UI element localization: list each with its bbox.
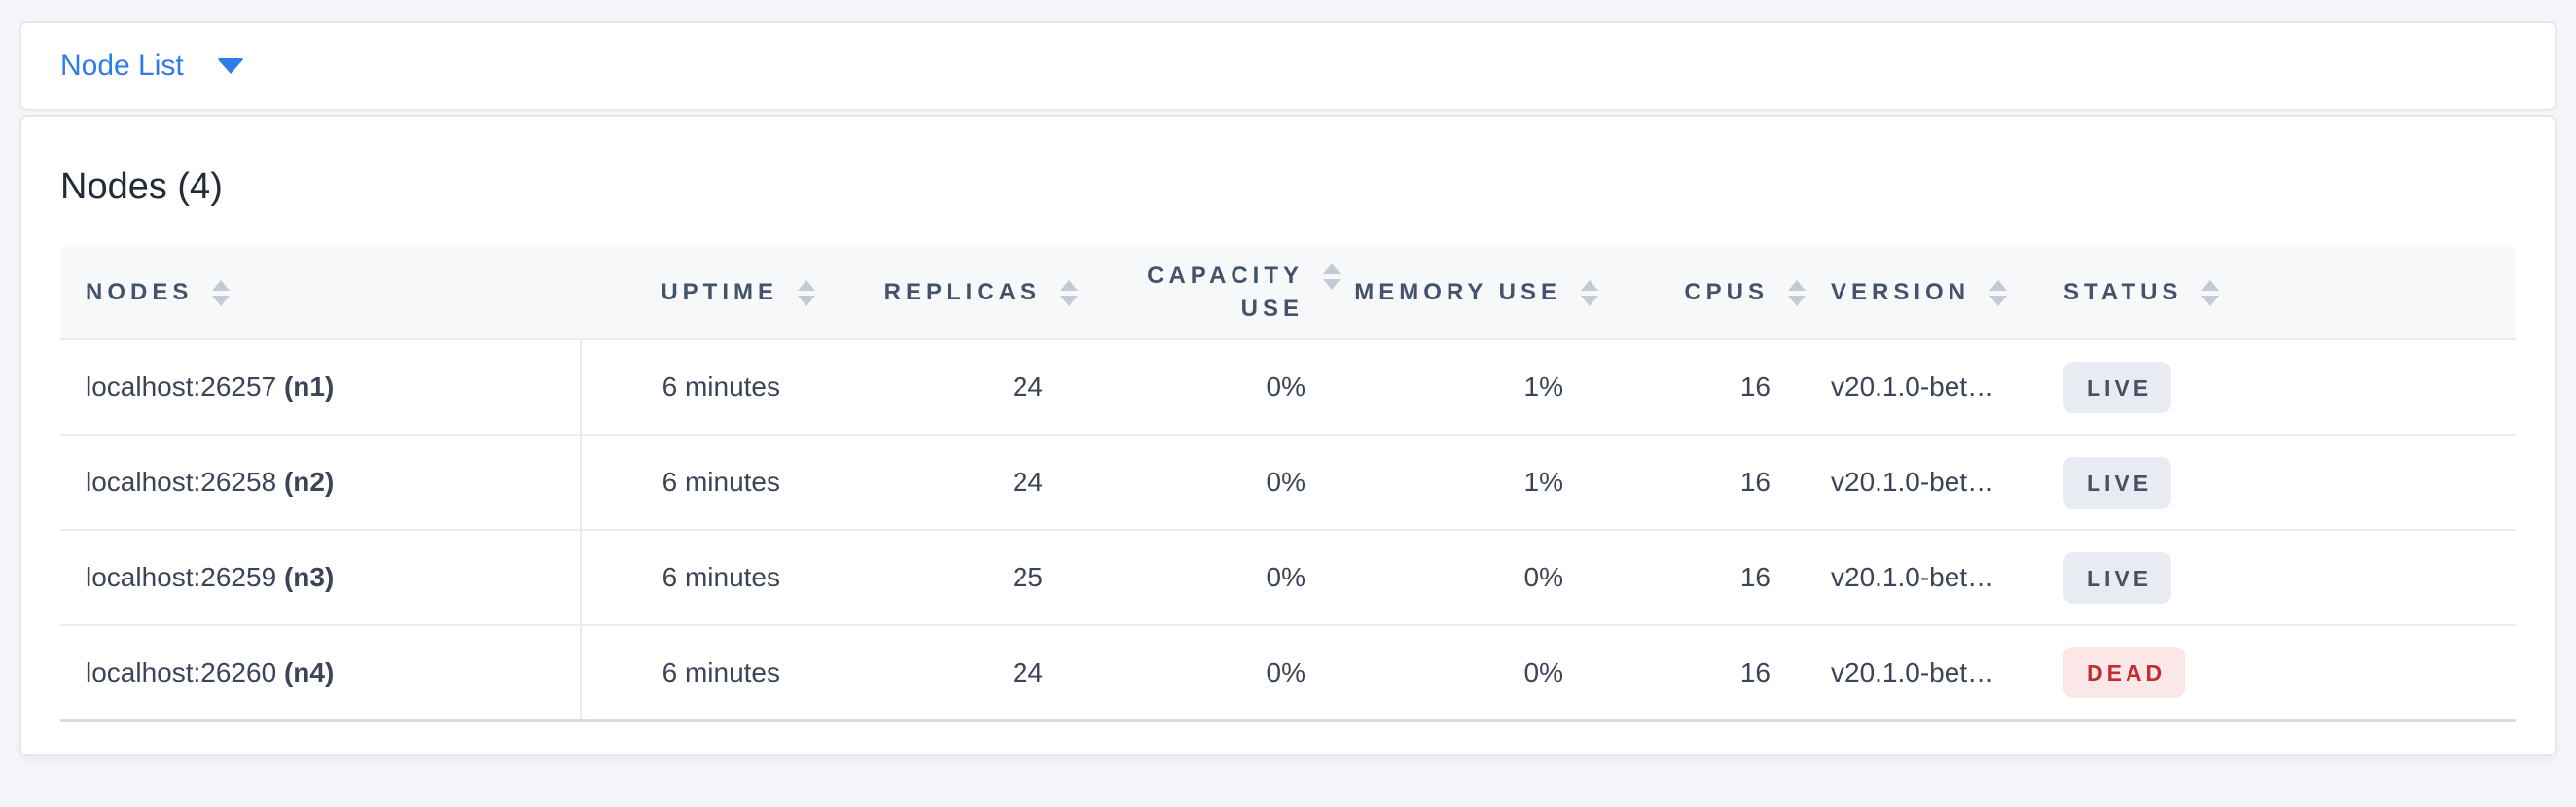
status-badge: LIVE: [2063, 361, 2172, 413]
cell-replicas: 24: [815, 435, 1078, 531]
node-address: localhost:26257: [86, 371, 277, 402]
table-row: localhost:26258 (n2) 6 minutes 24 0% 1% 16 v20…: [60, 435, 2516, 531]
cell-replicas: 24: [815, 625, 1078, 722]
cell-version: v20.1.0-bet…: [1806, 339, 2038, 436]
node-list-table: NODES UPTIME REPLICAS CAPACITY USE MEMORY US…: [60, 247, 2516, 722]
column-header-node[interactable]: NODES: [60, 247, 581, 340]
table-header-row: NODES UPTIME REPLICAS CAPACITY USE MEMORY US…: [60, 247, 2516, 340]
column-label: REPLICAS: [883, 279, 1041, 305]
column-label: CAPACITY USE: [1147, 263, 1304, 322]
sort-arrows-icon[interactable]: [1788, 279, 1806, 306]
cell-node: localhost:26258 (n2): [60, 435, 582, 531]
node-id: (n3): [283, 562, 335, 592]
column-label: MEMORY USE: [1354, 279, 1561, 305]
column-header-version[interactable]: VERSION: [1806, 247, 2038, 340]
node-id: (n4): [283, 656, 335, 687]
sort-arrows-icon[interactable]: [798, 279, 815, 306]
cell-uptime: 6 minutes: [581, 530, 815, 626]
status-badge: LIVE: [2063, 456, 2172, 509]
sort-arrows-icon[interactable]: [1581, 279, 1598, 306]
column-label: CPUS: [1684, 279, 1769, 305]
chevron-down-icon: [216, 58, 244, 74]
node-id: (n2): [283, 467, 335, 497]
table-row: localhost:26259 (n3) 6 minutes 25 0% 0% 16 v20…: [60, 530, 2516, 626]
status-badge: LIVE: [2063, 551, 2172, 604]
sort-arrows-icon[interactable]: [1989, 279, 2008, 306]
column-header-replicas[interactable]: REPLICAS: [815, 247, 1078, 340]
node-address: localhost:26260: [86, 656, 277, 687]
status-badge: DEAD: [2063, 647, 2186, 699]
node-list-dropdown[interactable]: Node List: [60, 52, 244, 81]
page-title: Nodes (4): [60, 166, 223, 207]
cell-cpus: 16: [1598, 435, 1806, 531]
cell-memory_use: 1%: [1341, 339, 1598, 436]
cell-node: localhost:26257 (n1): [60, 339, 582, 436]
cell-version: v20.1.0-bet…: [1806, 435, 2038, 531]
sort-arrows-icon[interactable]: [1060, 279, 1078, 306]
cell-status: DEAD: [2038, 625, 2516, 722]
cell-cpus: 16: [1598, 625, 1806, 722]
sort-arrows-icon[interactable]: [212, 279, 231, 306]
cell-memory_use: 1%: [1341, 435, 1598, 531]
column-label: UPTIME: [661, 279, 778, 305]
cell-uptime: 6 minutes: [581, 625, 815, 722]
sort-arrows-icon[interactable]: [1323, 263, 1341, 290]
cell-memory_use: 0%: [1341, 625, 1598, 722]
cell-replicas: 24: [815, 339, 1078, 436]
column-header-cpus[interactable]: CPUS: [1598, 247, 1806, 340]
cell-status: LIVE: [2038, 435, 2516, 531]
column-header-capacity_use[interactable]: CAPACITY USE: [1078, 247, 1341, 340]
node-list-dropdown-label: Node List: [60, 50, 184, 82]
node-address: localhost:26259: [86, 562, 277, 592]
cell-uptime: 6 minutes: [581, 339, 815, 436]
column-header-status[interactable]: STATUS: [2038, 247, 2516, 340]
column-label: STATUS: [2063, 279, 2183, 305]
cell-status: LIVE: [2038, 339, 2516, 436]
node-address: localhost:26258: [86, 467, 277, 497]
cell-node: localhost:26259 (n3): [60, 530, 582, 626]
cell-capacity_use: 0%: [1078, 339, 1341, 436]
cell-version: v20.1.0-bet…: [1806, 530, 2038, 626]
cell-version: v20.1.0-bet…: [1806, 625, 2038, 722]
nodes-panel: Nodes (4) NODES UPTIME REPLICAS CAPACITY US…: [19, 115, 2557, 756]
cell-status: LIVE: [2038, 530, 2516, 626]
cell-cpus: 16: [1598, 339, 1806, 436]
cell-replicas: 25: [815, 530, 1078, 626]
column-label: VERSION: [1831, 279, 1971, 305]
cell-node: localhost:26260 (n4): [60, 625, 582, 722]
table-row: localhost:26257 (n1) 6 minutes 24 0% 1% 16 v20…: [60, 339, 2516, 436]
cell-capacity_use: 0%: [1078, 435, 1341, 531]
cell-uptime: 6 minutes: [581, 435, 815, 531]
view-selector-bar: Node List: [19, 21, 2557, 111]
cell-capacity_use: 0%: [1078, 530, 1341, 626]
column-header-uptime[interactable]: UPTIME: [581, 247, 815, 340]
table-row: localhost:26260 (n4) 6 minutes 24 0% 0% 16 v20…: [60, 625, 2516, 722]
column-header-memory_use[interactable]: MEMORY USE: [1341, 247, 1598, 340]
column-label: NODES: [86, 279, 194, 305]
node-id: (n1): [283, 371, 335, 402]
cell-memory_use: 0%: [1341, 530, 1598, 626]
cell-capacity_use: 0%: [1078, 625, 1341, 722]
cell-cpus: 16: [1598, 530, 1806, 626]
sort-arrows-icon[interactable]: [2201, 279, 2220, 306]
